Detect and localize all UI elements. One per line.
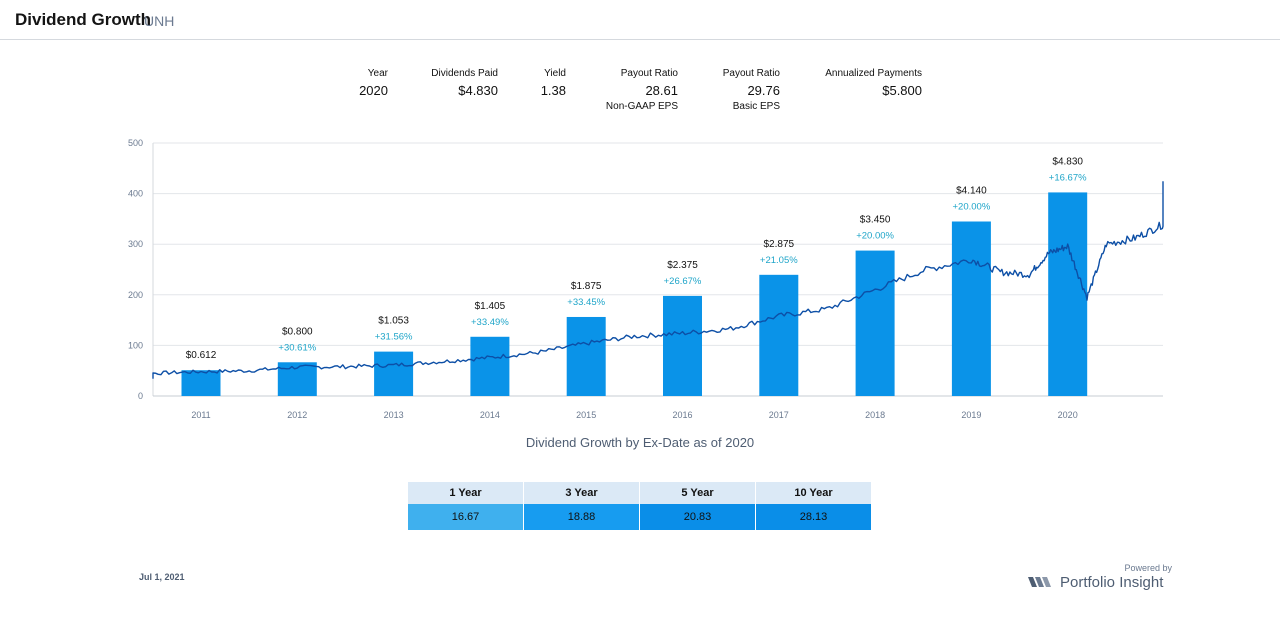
value-label-2016: $2.375 <box>667 260 698 271</box>
y-tick-label: 500 <box>128 138 143 148</box>
stat-year-value: 2020 <box>359 83 388 98</box>
dividend-chart: 0 100 200 300 400 500 2011 $0.612 2012 +30.61% $0.… <box>128 138 1164 420</box>
growth-value-1y: 16.67 <box>408 504 524 530</box>
y-tick-label: 100 <box>128 340 143 350</box>
x-tick-label: 2018 <box>865 410 885 420</box>
growth-label-2018: +20.00% <box>856 231 894 242</box>
x-tick-label: 2013 <box>384 410 404 420</box>
stat-payout-nongaap: Payout Ratio 28.61 Non-GAAP EPS <box>590 68 678 112</box>
as-of-date: Jul 1, 2021 <box>139 572 185 582</box>
stat-payout-nongaap-sub: Non-GAAP EPS <box>605 101 678 112</box>
x-tick-label: 2016 <box>672 410 692 420</box>
y-tick-label: 300 <box>128 239 143 249</box>
x-tick-label: 2017 <box>769 410 789 420</box>
page-header: Dividend Growth UNH <box>0 0 1280 40</box>
growth-header-1y: 1 Year <box>408 482 524 504</box>
x-tick-label: 2015 <box>576 410 596 420</box>
growth-value-3y: 18.88 <box>523 504 640 530</box>
value-label-2018: $3.450 <box>860 215 891 226</box>
bar-2020 <box>1048 192 1088 396</box>
portfolio-insight-logo-icon <box>1028 576 1051 587</box>
value-label-2020: $4.830 <box>1052 156 1083 167</box>
bar-2013 <box>374 351 414 396</box>
growth-label-2012: +30.61% <box>278 342 316 353</box>
brand-name: Portfolio Insight <box>1060 574 1164 591</box>
stat-payout-basic-value: 29.76 <box>747 83 780 98</box>
growth-table: 1 Year 3 Year 5 Year 10 Year 16.67 18.88… <box>408 482 872 530</box>
stat-yield-label: Yield <box>544 68 566 79</box>
bar-2016 <box>663 295 702 396</box>
stat-yield: Yield 1.38 <box>520 68 566 98</box>
stat-payout-nongaap-value: 28.61 <box>645 83 678 98</box>
growth-table-header-row: 1 Year 3 Year 5 Year 10 Year <box>408 482 872 504</box>
stat-dividends-value: $4.830 <box>458 83 498 98</box>
x-tick-label: 2019 <box>961 410 981 420</box>
value-label-2015: $1.875 <box>571 281 602 292</box>
stat-payout-basic-sub: Basic EPS <box>732 101 780 112</box>
bar-2014 <box>470 336 510 396</box>
value-label-2011: $0.612 <box>186 350 217 361</box>
bar-2015 <box>566 316 606 396</box>
growth-label-2014: +33.49% <box>471 317 509 328</box>
stat-annualized-value: $5.800 <box>882 83 922 98</box>
bar-2011 <box>181 370 221 396</box>
stat-yield-value: 1.38 <box>540 83 566 98</box>
growth-label-2017: +21.05% <box>760 255 798 266</box>
page-title: Dividend Growth <box>15 10 151 29</box>
stat-dividends-paid: Dividends Paid $4.830 <box>410 68 498 98</box>
x-tick-label: 2020 <box>1058 410 1078 420</box>
bar-2019 <box>951 221 991 396</box>
x-tick-label: 2011 <box>191 410 210 420</box>
stat-annualized-label: Annualized Payments <box>825 68 922 79</box>
growth-label-2019: +20.00% <box>953 201 991 212</box>
growth-label-2020: +16.67% <box>1049 172 1087 183</box>
growth-header-5y: 5 Year <box>639 482 756 504</box>
growth-header-3y: 3 Year <box>523 482 640 504</box>
y-tick-label: 200 <box>128 290 143 300</box>
growth-label-2013: +31.56% <box>375 332 413 343</box>
value-label-2019: $4.140 <box>956 185 987 196</box>
stat-year: Year 2020 <box>340 68 388 98</box>
stat-payout-basic-label: Payout Ratio <box>722 68 780 79</box>
chart-title: Dividend Growth by Ex-Date as of 2020 <box>525 435 755 450</box>
value-label-2013: $1.053 <box>378 316 409 327</box>
bar-2018 <box>855 250 895 396</box>
bar-2017 <box>759 274 799 396</box>
price-line <box>152 181 1164 379</box>
powered-by-label: Powered by <box>1124 563 1172 573</box>
x-tick-label: 2014 <box>480 410 500 420</box>
growth-header-10y: 10 Year <box>755 482 872 504</box>
y-tick-label: 400 <box>128 189 143 199</box>
value-label-2014: $1.405 <box>475 301 506 312</box>
value-label-2012: $0.800 <box>282 326 313 337</box>
stat-payout-nongaap-label: Payout Ratio <box>620 68 678 79</box>
stat-dividends-label: Dividends Paid <box>431 68 498 79</box>
growth-label-2016: +26.67% <box>664 276 702 287</box>
growth-value-5y: 20.83 <box>639 504 756 530</box>
growth-label-2015: +33.45% <box>567 297 605 308</box>
value-label-2017: $2.875 <box>764 239 795 250</box>
growth-table-value-row: 16.67 18.88 20.83 28.13 <box>408 504 872 530</box>
y-tick-label: 0 <box>138 391 143 401</box>
growth-value-10y: 28.13 <box>755 504 872 530</box>
stat-annualized: Annualized Payments $5.800 <box>800 68 922 98</box>
ticker-symbol: UNH <box>144 13 175 29</box>
stat-payout-basic: Payout Ratio 29.76 Basic EPS <box>700 68 780 112</box>
x-tick-label: 2012 <box>287 410 307 420</box>
brand-logo: Portfolio Insight <box>1028 574 1163 591</box>
stat-year-label: Year <box>367 68 388 79</box>
